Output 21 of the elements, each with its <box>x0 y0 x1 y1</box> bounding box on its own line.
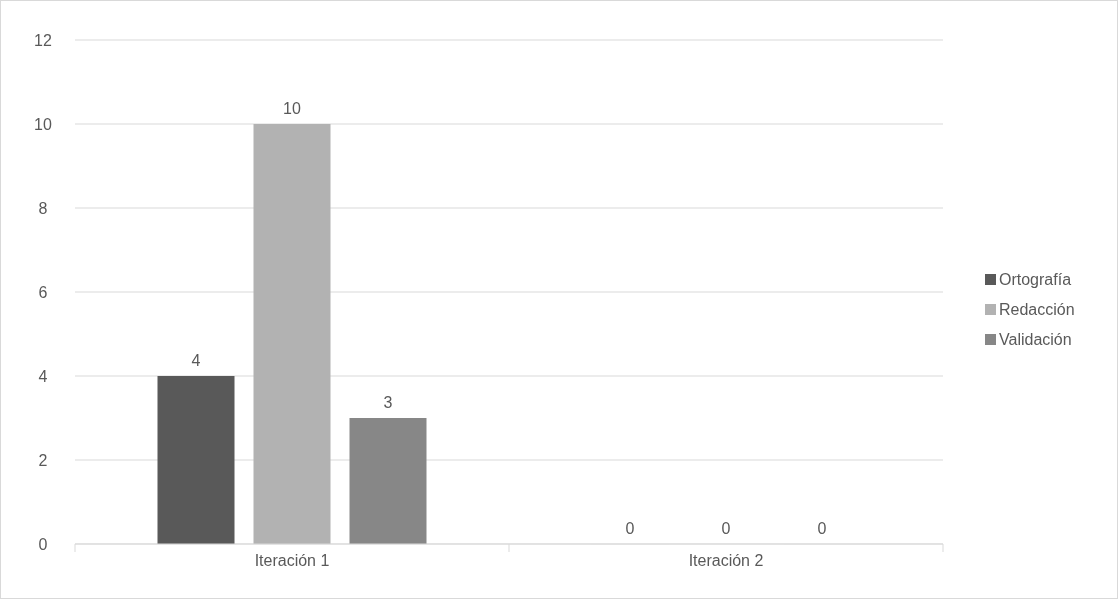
y-tick-label: 0 <box>38 536 48 553</box>
x-tick-label: Iteración 1 <box>254 552 330 569</box>
legend-label: Ortografía <box>999 271 1072 288</box>
x-tick-label: Iteración 2 <box>688 552 764 569</box>
bar <box>157 376 235 544</box>
y-tick-label: 2 <box>38 452 48 469</box>
legend-label: Validación <box>999 331 1072 348</box>
data-label: 3 <box>383 394 393 411</box>
data-label: 0 <box>817 520 827 537</box>
data-label: 0 <box>721 520 731 537</box>
data-label: 10 <box>283 100 301 117</box>
data-label: 0 <box>625 520 635 537</box>
legend-label: Redacción <box>999 301 1075 318</box>
bar <box>349 418 427 544</box>
y-tick-label: 12 <box>34 32 52 49</box>
y-tick-label: 10 <box>34 116 52 133</box>
bar <box>253 124 331 544</box>
data-label: 4 <box>191 352 201 369</box>
y-tick-label: 4 <box>38 368 48 385</box>
y-tick-label: 8 <box>38 200 48 217</box>
y-tick-label: 6 <box>38 284 48 301</box>
